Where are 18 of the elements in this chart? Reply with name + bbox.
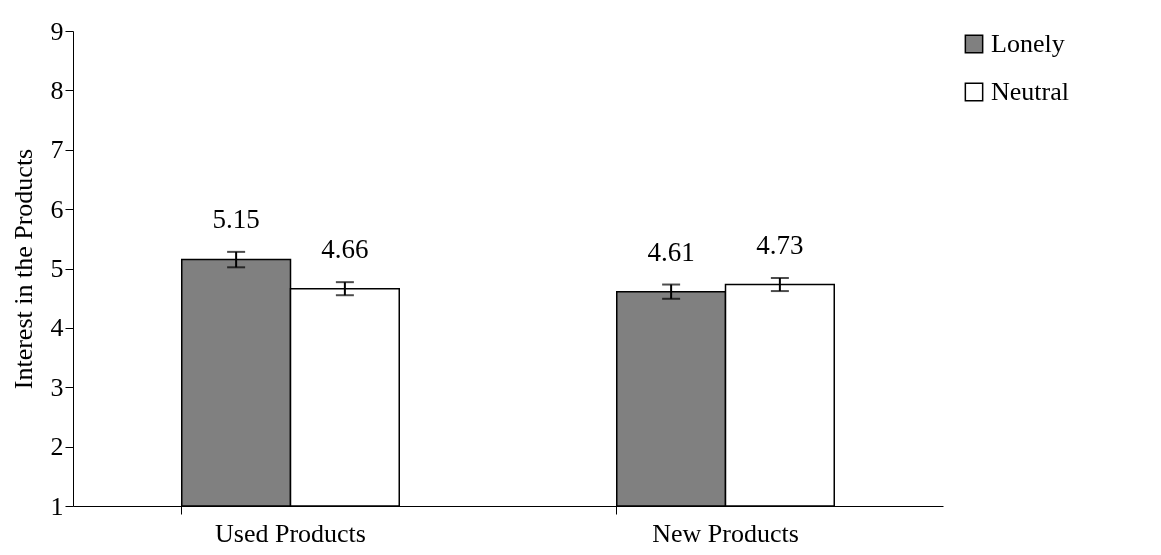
y-tick-label: 7 <box>50 135 64 165</box>
y-tick-label: 9 <box>50 16 64 46</box>
y-axis-title: Interest in the Products <box>8 148 38 390</box>
y-tick-label: 5 <box>50 254 64 283</box>
legend-label: Lonely <box>991 29 1065 58</box>
data-label: 4.73 <box>756 230 804 260</box>
data-label: 4.61 <box>647 236 695 267</box>
legend-label: Neutral <box>991 77 1069 106</box>
y-tick-label: 2 <box>50 432 64 462</box>
y-tick-label: 8 <box>50 75 64 105</box>
x-tick-label: Used Products <box>215 518 366 548</box>
y-tick-label: 3 <box>50 372 64 402</box>
y-tick-label: 6 <box>50 194 64 224</box>
x-tick-label: New Products <box>652 518 799 548</box>
data-label: 4.66 <box>321 234 369 265</box>
y-tick-label: 4 <box>50 313 64 343</box>
y-tick-label: 1 <box>50 491 64 521</box>
data-label: 5.15 <box>212 203 260 234</box>
